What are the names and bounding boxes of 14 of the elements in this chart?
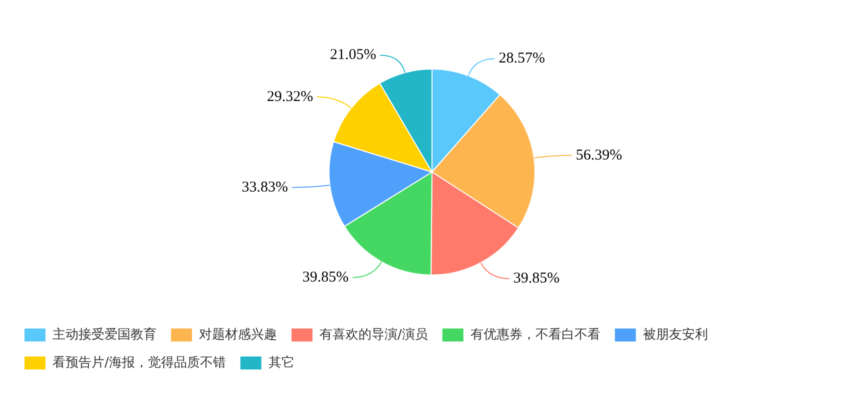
legend-label: 有喜欢的导演/演员 — [320, 327, 428, 342]
legend-label: 对题材感兴趣 — [199, 327, 277, 342]
data-label: 33.83% — [242, 179, 288, 196]
legend-label: 主动接受爱国教育 — [52, 326, 156, 342]
legend-label: 其它 — [268, 354, 294, 370]
legend-label: 有优惠券，不看白不看 — [470, 327, 600, 342]
data-label: 56.39% — [576, 147, 622, 164]
legend-label: 看预告片/海报，觉得品质不错 — [52, 355, 226, 370]
data-label: 29.32% — [266, 88, 314, 105]
data-label: 39.85% — [302, 269, 349, 286]
data-label: 39.85% — [513, 270, 560, 286]
data-label: 28.57% — [498, 50, 545, 67]
data-label: 21.05% — [330, 47, 376, 64]
legend-label: 被朋友安利 — [642, 326, 708, 342]
